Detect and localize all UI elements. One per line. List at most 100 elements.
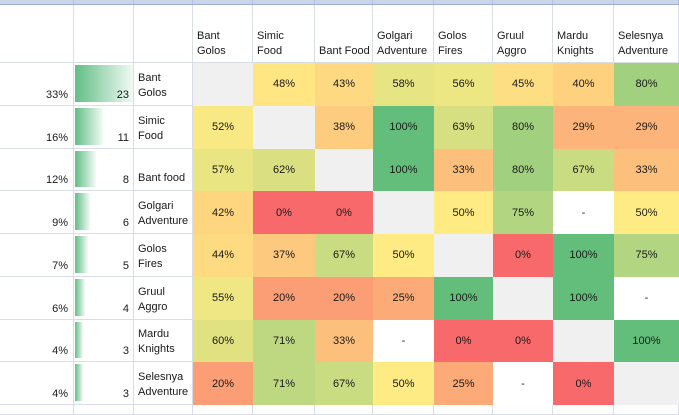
empty-cell[interactable] (434, 405, 493, 415)
empty-cell[interactable] (493, 405, 553, 415)
matchup-winrate-cell[interactable]: 25% (373, 276, 434, 320)
matchup-winrate-cell[interactable]: 20% (193, 362, 253, 405)
matchup-winrate-cell[interactable]: 38% (315, 105, 373, 149)
meta-share-cell[interactable]: 6% (0, 276, 74, 320)
count-cell[interactable]: 8 (74, 148, 134, 192)
matchup-winrate-cell[interactable]: 100% (373, 105, 434, 149)
count-cell[interactable]: 23 (74, 63, 134, 106)
count-cell[interactable]: 4 (74, 276, 134, 320)
diagonal-self-matchup-cell[interactable] (493, 276, 553, 320)
matchup-winrate-cell[interactable]: 67% (315, 362, 373, 405)
diagonal-self-matchup-cell[interactable] (315, 148, 373, 192)
column-header[interactable]: Simic Food (253, 5, 315, 63)
corner-cell-count-column[interactable] (74, 5, 134, 63)
matchup-winrate-cell[interactable]: 71% (253, 319, 315, 363)
matchup-winrate-cell[interactable]: 20% (253, 276, 315, 320)
matchup-winrate-cell[interactable]: 40% (553, 63, 614, 106)
empty-cell[interactable] (553, 405, 614, 415)
count-cell[interactable]: 5 (74, 234, 134, 277)
matchup-winrate-cell[interactable]: 67% (315, 234, 373, 277)
matchup-winrate-cell[interactable]: 45% (493, 63, 553, 106)
corner-cell-share-column[interactable] (0, 5, 74, 63)
matchup-cell-no-data[interactable]: - (493, 362, 553, 405)
matchup-winrate-cell[interactable]: 0% (253, 191, 315, 234)
matchup-winrate-cell[interactable]: 80% (493, 148, 553, 192)
matchup-winrate-cell[interactable]: 80% (493, 105, 553, 149)
matchup-winrate-cell[interactable]: 20% (315, 276, 373, 320)
column-header[interactable]: Gruul Aggro (493, 5, 553, 63)
matchup-winrate-cell[interactable]: 80% (614, 63, 679, 106)
matchup-winrate-cell[interactable]: 55% (193, 276, 253, 320)
matchup-winrate-cell[interactable]: 50% (373, 362, 434, 405)
matchup-winrate-cell[interactable]: 33% (434, 148, 493, 192)
count-cell[interactable]: 3 (74, 362, 134, 405)
diagonal-self-matchup-cell[interactable] (434, 234, 493, 277)
column-header[interactable]: Golos Fires (434, 5, 493, 63)
diagonal-self-matchup-cell[interactable] (193, 63, 253, 106)
deck-name-cell[interactable]: Mardu Knights (134, 319, 193, 363)
meta-share-cell[interactable]: 33% (0, 63, 74, 106)
matchup-winrate-cell[interactable]: 75% (493, 191, 553, 234)
matchup-winrate-cell[interactable]: 75% (614, 234, 679, 277)
matchup-winrate-cell[interactable]: 0% (553, 362, 614, 405)
count-cell[interactable]: 3 (74, 319, 134, 363)
meta-share-cell[interactable]: 16% (0, 105, 74, 149)
matchup-winrate-cell[interactable]: 29% (553, 105, 614, 149)
deck-name-cell[interactable]: Bant Golos (134, 63, 193, 106)
matchup-winrate-cell[interactable]: 100% (553, 234, 614, 277)
column-header[interactable]: Mardu Knights (553, 5, 614, 63)
matchup-winrate-cell[interactable]: 0% (493, 319, 553, 363)
matchup-winrate-cell[interactable]: 71% (253, 362, 315, 405)
matchup-winrate-cell[interactable]: 62% (253, 148, 315, 192)
matchup-winrate-cell[interactable]: 100% (434, 276, 493, 320)
column-header[interactable]: Selesnya Adventure (614, 5, 679, 63)
matchup-cell-no-data[interactable]: - (373, 319, 434, 363)
matchup-winrate-cell[interactable]: 67% (553, 148, 614, 192)
matchup-winrate-cell[interactable]: 29% (614, 105, 679, 149)
meta-share-cell[interactable]: 9% (0, 191, 74, 234)
diagonal-self-matchup-cell[interactable] (614, 362, 679, 405)
matchup-winrate-cell[interactable]: 33% (614, 148, 679, 192)
column-header[interactable]: Golgari Adventure (373, 5, 434, 63)
deck-name-cell[interactable]: Bant food (134, 148, 193, 192)
matchup-winrate-cell[interactable]: 63% (434, 105, 493, 149)
matchup-winrate-cell[interactable]: 100% (553, 276, 614, 320)
matchup-winrate-cell[interactable]: 50% (373, 234, 434, 277)
matchup-cell-no-data[interactable]: - (614, 276, 679, 320)
deck-name-cell[interactable]: Simic Food (134, 105, 193, 149)
matchup-winrate-cell[interactable]: 33% (315, 319, 373, 363)
meta-share-cell[interactable]: 12% (0, 148, 74, 192)
meta-share-cell[interactable]: 4% (0, 319, 74, 363)
matchup-winrate-cell[interactable]: 56% (434, 63, 493, 106)
matchup-winrate-cell[interactable]: 48% (253, 63, 315, 106)
empty-cell[interactable] (0, 405, 74, 415)
matchup-winrate-cell[interactable]: 60% (193, 319, 253, 363)
matchup-winrate-cell[interactable]: 42% (193, 191, 253, 234)
matchup-winrate-cell[interactable]: 50% (614, 191, 679, 234)
empty-cell[interactable] (614, 405, 679, 415)
empty-cell[interactable] (373, 405, 434, 415)
matchup-winrate-cell[interactable]: 50% (434, 191, 493, 234)
count-cell[interactable]: 6 (74, 191, 134, 234)
matchup-winrate-cell[interactable]: 25% (434, 362, 493, 405)
empty-cell[interactable] (134, 405, 193, 415)
matchup-winrate-cell[interactable]: 52% (193, 105, 253, 149)
deck-name-cell[interactable]: Golos Fires (134, 234, 193, 277)
matchup-winrate-cell[interactable]: 0% (315, 191, 373, 234)
corner-cell-name-column[interactable] (134, 5, 193, 63)
matchup-winrate-cell[interactable]: 43% (315, 63, 373, 106)
empty-cell[interactable] (315, 405, 373, 415)
column-header[interactable]: Bant Golos (193, 5, 253, 63)
diagonal-self-matchup-cell[interactable] (373, 191, 434, 234)
matchup-winrate-cell[interactable]: 44% (193, 234, 253, 277)
matchup-winrate-cell[interactable]: 58% (373, 63, 434, 106)
empty-cell[interactable] (253, 405, 315, 415)
matchup-winrate-cell[interactable]: 0% (434, 319, 493, 363)
diagonal-self-matchup-cell[interactable] (553, 319, 614, 363)
diagonal-self-matchup-cell[interactable] (253, 105, 315, 149)
count-cell[interactable]: 11 (74, 105, 134, 149)
matchup-winrate-cell[interactable]: 57% (193, 148, 253, 192)
matchup-cell-no-data[interactable]: - (553, 191, 614, 234)
matchup-winrate-cell[interactable]: 37% (253, 234, 315, 277)
matchup-winrate-cell[interactable]: 0% (493, 234, 553, 277)
